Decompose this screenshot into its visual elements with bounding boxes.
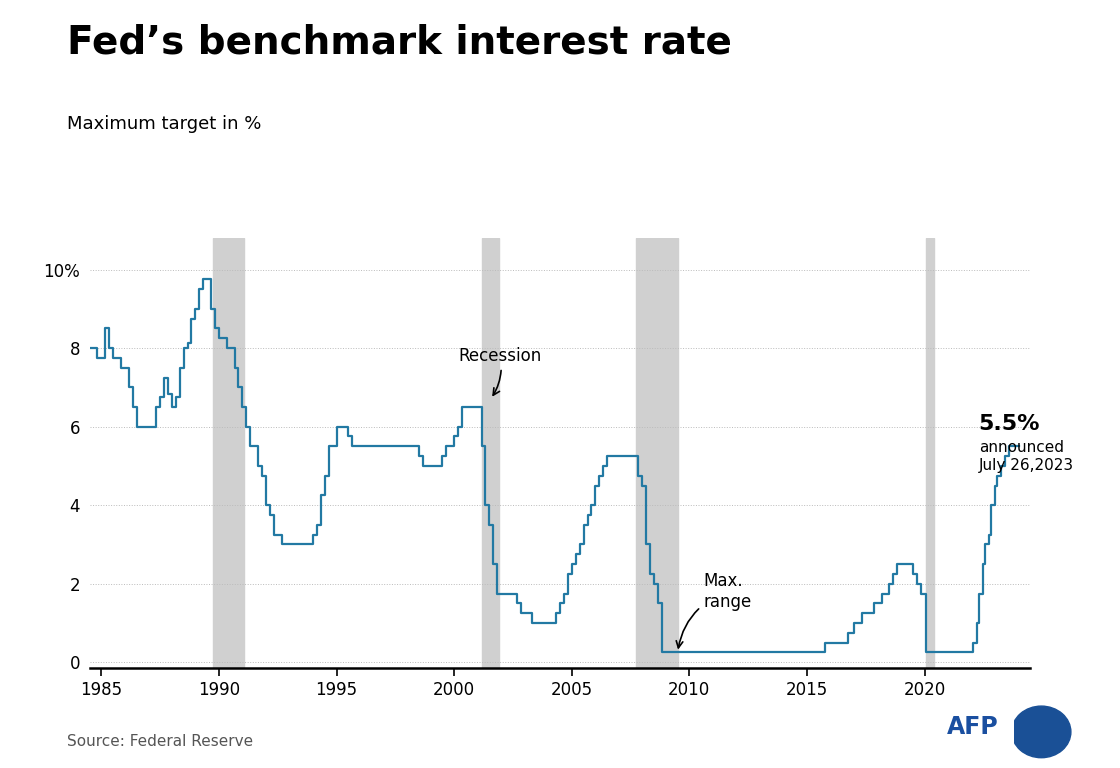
Bar <box>213 238 244 668</box>
Circle shape <box>1011 706 1071 758</box>
Bar <box>482 238 500 668</box>
Text: Source: Federal Reserve: Source: Federal Reserve <box>67 733 253 749</box>
Text: announced
July 26,2023: announced July 26,2023 <box>979 440 1074 473</box>
Text: Recession: Recession <box>459 347 542 396</box>
Text: Maximum target in %: Maximum target in % <box>67 115 262 133</box>
Bar <box>926 238 934 668</box>
Text: AFP: AFP <box>946 715 998 739</box>
Bar <box>636 238 678 668</box>
Text: 5.5%: 5.5% <box>979 415 1040 435</box>
Text: Max.
range: Max. range <box>676 572 752 648</box>
Text: Fed’s benchmark interest rate: Fed’s benchmark interest rate <box>67 23 732 61</box>
